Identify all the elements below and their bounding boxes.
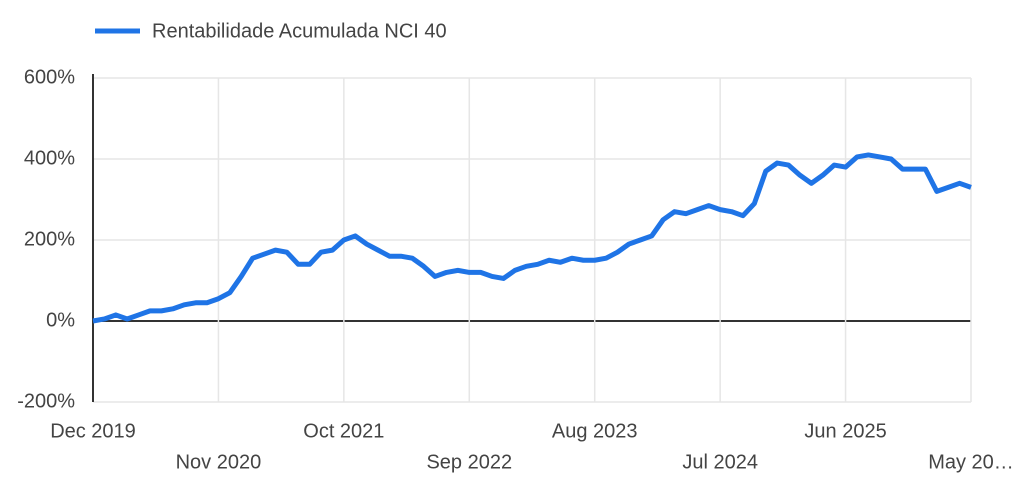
x-tick-label: Nov 2020: [176, 451, 262, 473]
y-tick-label: 200%: [24, 228, 75, 250]
y-tick-label: 400%: [24, 147, 75, 169]
x-tick-label: Jun 2025: [804, 420, 886, 442]
line: [92, 152, 972, 324]
legend-label: Rentabilidade Acumulada NCI 40: [152, 20, 447, 42]
y-tick-label: 600%: [24, 66, 75, 88]
x-tick-label: May 20…: [928, 451, 1014, 473]
x-tick-label: Dec 2019: [50, 420, 136, 442]
x-tick-label: Jul 2024: [682, 451, 758, 473]
y-tick-label: 0%: [46, 309, 75, 331]
x-tick-label: Aug 2023: [552, 420, 638, 442]
x-tick-label: Sep 2022: [426, 451, 512, 473]
y-tick-label: -200%: [17, 390, 75, 412]
x-tick-label: Oct 2021: [303, 420, 384, 442]
